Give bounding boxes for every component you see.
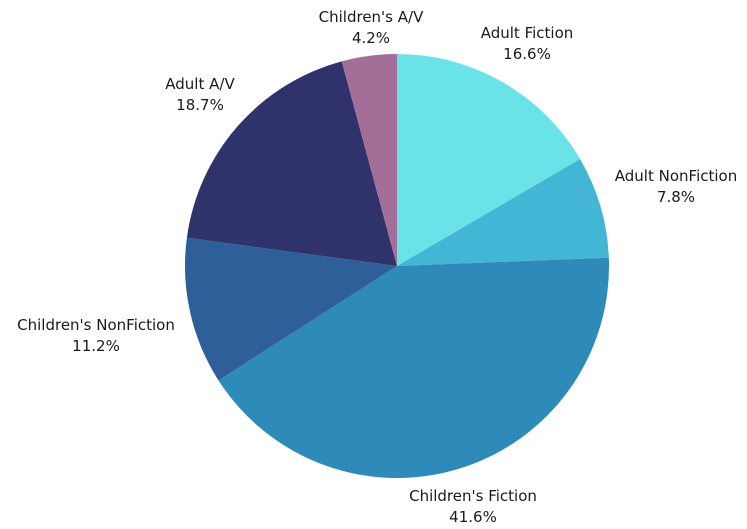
slice-label: Adult NonFiction — [615, 167, 737, 185]
pie-slice-children-s-fiction — [218, 257, 610, 479]
slice-percent-label: 16.6% — [503, 45, 551, 63]
slice-percent-label: 41.6% — [449, 508, 497, 526]
slice-label: Children's Fiction — [409, 487, 537, 505]
pie-slice-adult-a-v — [186, 61, 397, 266]
slice-label: Adult Fiction — [481, 24, 574, 42]
slice-label: Children's NonFiction — [17, 316, 175, 334]
slice-percent-label: 4.2% — [352, 29, 390, 47]
slice-label: Children's A/V — [319, 8, 424, 26]
pie-slice-children-s-nonfiction — [184, 237, 397, 381]
slice-percent-label: 18.7% — [176, 96, 224, 114]
pie-slice-children-s-a-v — [341, 54, 397, 266]
pie-slice-adult-fiction — [397, 53, 581, 266]
pie-slice-adult-nonfiction — [397, 159, 609, 266]
pie-slices — [184, 53, 610, 479]
pie-labels: Adult Fiction 16.6% Adult NonFiction 7.8% Ch… — [17, 8, 737, 526]
slice-percent-label: 11.2% — [72, 337, 120, 355]
slice-percent-label: 7.8% — [657, 188, 695, 206]
slice-label: Adult A/V — [165, 75, 235, 93]
